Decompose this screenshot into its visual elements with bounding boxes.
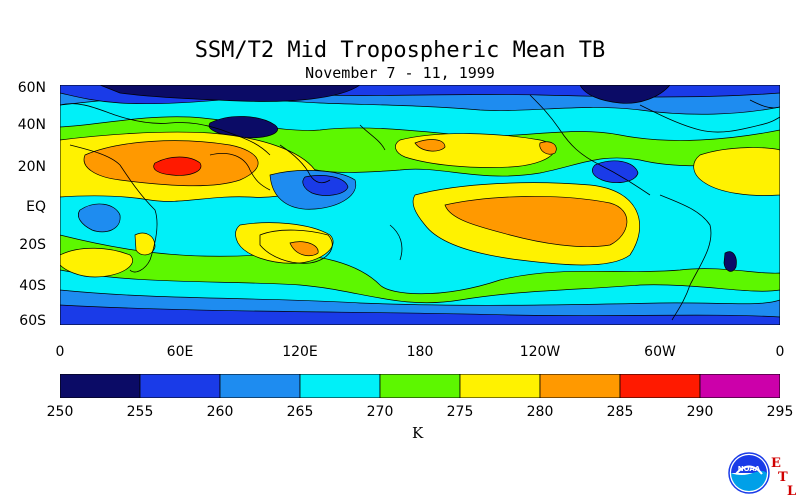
lon-label-120e: 120E [282,344,318,360]
map-title: SSM/T2 Mid Tropospheric Mean TB [194,38,606,63]
lat-label-40s: 40S [19,278,46,294]
lat-label-40n: 40N [17,117,46,133]
colorbar-tick-285: 285 [606,404,634,420]
lon-label-0: 0 [55,344,65,360]
colorbar-tick-265: 265 [286,404,314,420]
colorbar-cell-280 [539,374,621,398]
colorbar-tick-250: 250 [46,404,74,420]
colorbar-tick-255: 255 [126,404,154,420]
colorbar-cell-265 [299,374,381,398]
contour-africa-south-yellow [60,247,133,278]
colorbar-tick-280: 280 [526,404,554,420]
contour-indian-ocean-lightblue [78,203,121,233]
colorbar-cell-255 [139,374,221,398]
lon-label-60w: 60W [644,344,676,360]
contour-pacific-north-green-right [693,147,780,196]
noaa-logo-icon: NOAA [728,452,770,494]
contour-hotspot-red [153,156,202,176]
colorbar-tick-290: 290 [686,404,714,420]
contour-pacific-north-orange [414,139,446,152]
colorbar-cell-250 [60,374,141,398]
map-subtitle: November 7 - 11, 1999 [305,64,495,82]
colorbar-cell-290 [699,374,780,398]
contour-south-atlantic-darkblue [723,251,737,272]
contour-caribbean-blue [592,160,639,183]
colorbar-tick-260: 260 [206,404,234,420]
colorbar-cell-275 [459,374,541,398]
contour-north-darkblue [99,85,361,102]
contour-north-darkblue-2 [208,116,278,139]
contour-africa-south-yellow-2 [134,232,156,256]
etl-letter-e: E [771,456,781,471]
colorbar-tick-270: 270 [366,404,394,420]
contour-south-blue [60,304,780,325]
contour-north-darkblue-3 [579,85,671,104]
lat-label-eq: EQ [26,199,46,215]
temperature-map [60,85,780,325]
colorbar-cell-260 [219,374,301,398]
colorbar-cell-270 [379,374,461,398]
colorbar [60,374,780,398]
lon-label-60e: 60E [166,344,194,360]
etl-letter-t: T [778,470,788,485]
coastlines [60,94,780,321]
contour-pacific-south-orange [444,196,628,247]
etl-letter-l: L [787,484,797,499]
colorbar-tick-275: 275 [446,404,474,420]
lon-label-180: 180 [406,344,434,360]
colorbar-cell-285 [619,374,701,398]
lat-label-60n: 60N [17,80,46,96]
lat-label-60s: 60S [19,313,46,329]
lon-label-0-right: 0 [775,344,785,360]
contour-australia-orange [289,241,319,257]
lon-label-120w: 120W [519,344,561,360]
contour-americas-orange [539,141,557,155]
colorbar-units: K [412,424,424,442]
noaa-logo-text: NOAA [738,465,761,473]
lat-label-20n: 20N [17,159,46,175]
lat-label-20s: 20S [19,237,46,253]
colorbar-tick-295: 295 [766,404,794,420]
